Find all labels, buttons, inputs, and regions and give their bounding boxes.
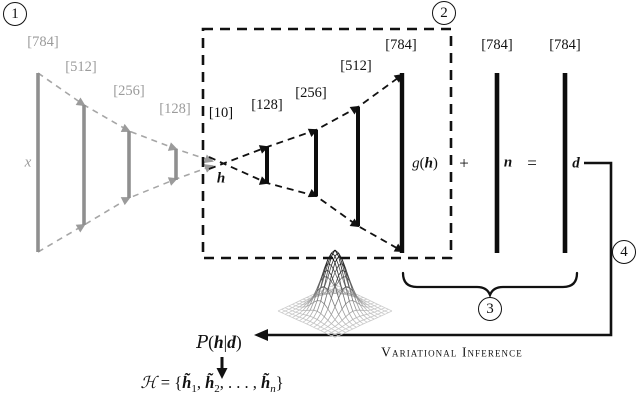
- noise-vector-label: n: [503, 154, 513, 171]
- encoder-top-dashed-line: [37, 72, 214, 164]
- step-badge-3: 3: [478, 297, 502, 321]
- decoder-dashed-box: [201, 27, 453, 260]
- decoder-size-512: [512]: [340, 57, 372, 74]
- latent-vector-label: h: [216, 170, 226, 187]
- decoder-network: [208, 73, 405, 253]
- h-symbol: h: [424, 155, 433, 172]
- input-vector-label: x: [24, 154, 32, 171]
- encoder-size-512: [512]: [65, 58, 97, 75]
- g-symbol: g: [412, 155, 420, 172]
- down-arrowhead-icon: [216, 368, 228, 379]
- equals-operator: =: [527, 153, 537, 173]
- step-badge-2: 2: [432, 1, 456, 25]
- encoder-size-784: [784]: [27, 33, 59, 50]
- data-size-784: [784]: [549, 36, 581, 53]
- script-p-symbol: P: [196, 332, 209, 353]
- data-vector-label: d: [572, 155, 580, 172]
- gaussian-surface-illustration: [277, 249, 393, 338]
- decoder-bottom-dashed-line: [208, 156, 404, 252]
- latent-sample-set-formula: ℋ = {h̃1, h̃2, . . . , h̃n}: [140, 372, 284, 396]
- encoder-size-256: [256]: [113, 82, 145, 99]
- encoder-size-128: [128]: [159, 100, 191, 117]
- inference-connector-arrow: [254, 161, 613, 341]
- summation-underbrace: [401, 271, 579, 299]
- step-badge-4: 4: [612, 240, 636, 264]
- noise-size-784: [784]: [481, 36, 513, 53]
- encoder-network: [36, 72, 214, 253]
- decoder-output-label: g(h): [412, 155, 438, 172]
- posterior-formula: P(h|d): [196, 331, 242, 353]
- decoder-size-256: [256]: [295, 84, 327, 101]
- decoder-size-128: [128]: [251, 96, 283, 113]
- latent-size-10: [10]: [208, 104, 234, 121]
- left-arrowhead-icon: [254, 329, 268, 341]
- variational-inference-label: Variational Inference: [381, 344, 523, 360]
- step-badge-1: 1: [3, 2, 27, 26]
- decoder-size-784: [784]: [385, 36, 417, 53]
- encoder-bottom-dashed-line: [37, 164, 214, 253]
- plus-operator: +: [459, 153, 469, 173]
- script-h-symbol: ℋ: [140, 372, 157, 392]
- sampling-down-arrow: [216, 357, 228, 379]
